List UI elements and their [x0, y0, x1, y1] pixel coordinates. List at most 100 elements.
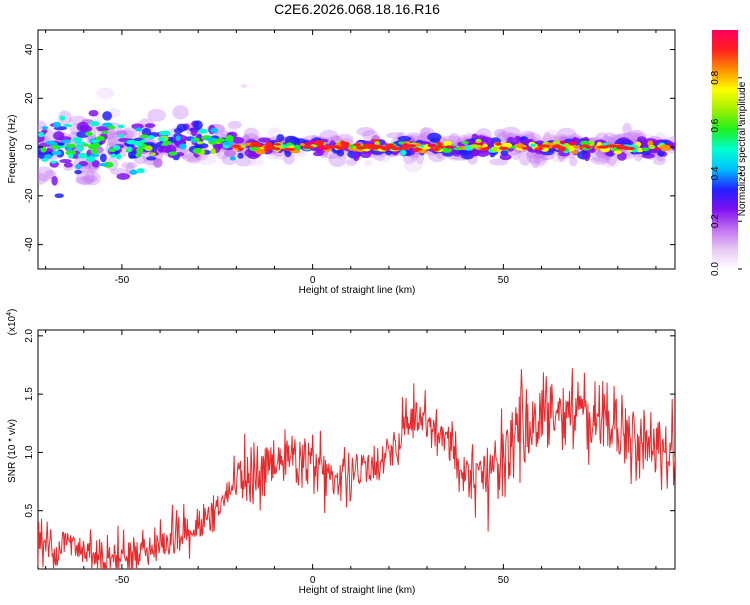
spectrogram-blob	[107, 125, 116, 130]
spectrogram-blob	[418, 150, 429, 154]
spectrogram-blob	[583, 151, 591, 162]
spectrogram-blob	[533, 156, 545, 169]
spectrogram-blob	[444, 145, 454, 149]
spectrogram-blob	[95, 136, 105, 141]
spectrogram-blob	[400, 149, 407, 156]
snr-ytick-label: 1.5	[24, 387, 35, 401]
spectrogram-blob	[568, 141, 577, 146]
spectrogram-blob	[534, 147, 544, 151]
spectrogram-blob	[152, 158, 163, 168]
spectrogram-blob	[401, 144, 411, 148]
spectrogram-blob	[231, 144, 241, 148]
spectrogram-blob	[129, 169, 138, 175]
snr-series-line	[38, 368, 675, 569]
spectrogram-blob	[40, 146, 47, 153]
snr-xtick-label: -50	[115, 575, 130, 586]
colorbar-tick-label: 0.4	[710, 166, 721, 180]
spectrogram-blob	[168, 151, 178, 156]
spectrogram-blob	[476, 149, 490, 157]
spectrogram-blob	[214, 138, 226, 143]
spectrogram-blob	[479, 136, 493, 143]
spectrogram-blob	[616, 145, 629, 149]
spectrogram-blob	[293, 144, 301, 151]
snr-xtick-label: 0	[310, 575, 316, 586]
spectrogram-blob	[54, 193, 64, 199]
spectrogram-blob	[352, 151, 360, 162]
spectrogram-blob	[109, 148, 117, 153]
spectrogram-ytick-label: 40	[24, 44, 35, 56]
spectrogram-blob	[519, 150, 532, 166]
spectrogram-blob	[229, 156, 236, 161]
spectrogram-blob	[383, 147, 391, 151]
spectrogram-blob	[267, 127, 282, 137]
spectrogram-ytick-label: -20	[24, 188, 35, 203]
spectrogram-blob	[647, 140, 654, 147]
spectrogram-blob	[558, 146, 567, 152]
spectrogram-blob	[127, 146, 133, 152]
spectrogram-xlabel: Height of straight line (km)	[299, 285, 416, 296]
spectrogram-blob	[569, 156, 578, 167]
spectrogram-blob	[304, 142, 312, 146]
spectrogram-blob	[636, 136, 647, 144]
spectrogram-blob	[120, 127, 138, 140]
spectrogram-blob	[68, 153, 74, 159]
snr-panel: -50 0 50 0.5 1.0 1.5 2.0 Height of straight li…	[6, 309, 676, 596]
spectrogram-blob	[442, 135, 462, 142]
snr-ylabel: SNR (10 * v/v)	[7, 419, 18, 483]
spectrogram-blob	[51, 151, 62, 155]
spectrogram-blob	[115, 130, 128, 137]
spectrogram-blob	[356, 126, 375, 137]
snr-frame	[37, 329, 676, 570]
spectrogram-blob	[537, 144, 550, 148]
spectrogram-blob	[162, 140, 172, 145]
spectrogram-blob	[66, 143, 76, 149]
spectrogram-blob	[346, 158, 357, 166]
spectrogram-blob	[605, 144, 618, 148]
spectrogram-ytick-label: 20	[24, 92, 35, 104]
spectrogram-blob	[101, 130, 109, 135]
spectrogram-ytick-label: -40	[24, 237, 35, 252]
spectrogram-blob	[543, 129, 561, 144]
spectrogram-blob	[59, 159, 72, 164]
spectrogram-blob	[556, 127, 577, 141]
spectrogram-blob	[603, 132, 617, 141]
spectrogram-blob	[514, 135, 522, 142]
spectrogram-blob	[196, 140, 204, 145]
spectrogram-blob	[530, 152, 541, 169]
spectrogram-blob	[65, 150, 76, 156]
spectrogram-blob	[92, 128, 99, 132]
spectrogram-blob	[146, 156, 157, 161]
spectrogram-blob	[475, 138, 482, 143]
spectrogram-ylabel: Frequency (Hz)	[7, 115, 18, 184]
spectrogram-blob	[415, 142, 421, 147]
spectrogram-blob	[397, 135, 412, 142]
spectrogram-blob	[601, 153, 621, 168]
spectrogram-blob	[66, 147, 73, 152]
chart-title: C2E6.2026.068.18.16.R16	[274, 1, 440, 17]
spectrogram-blob	[91, 160, 100, 168]
spectrogram-blob	[87, 143, 98, 150]
spectrogram-blob	[205, 137, 217, 142]
spectrogram-blob	[84, 131, 93, 136]
spectrogram-blob	[237, 152, 244, 159]
spectrogram-blob	[363, 159, 374, 167]
spectrogram-blob	[299, 143, 306, 147]
spectrogram-blob	[579, 140, 591, 146]
colorbar-label: Normalized spectral amplitude	[737, 81, 748, 216]
spectrogram-blob	[521, 146, 530, 150]
spectrogram-blob	[317, 144, 327, 151]
snr-multiplier-exp: 4	[6, 312, 13, 316]
spectrogram-blob	[75, 164, 82, 170]
colorbar-tick-label: 0.2	[710, 214, 721, 228]
spectrogram-blob	[75, 169, 96, 186]
spectrogram-blob	[76, 145, 82, 150]
spectrogram-blob	[355, 146, 368, 150]
spectrogram-blob	[102, 111, 112, 121]
spectrogram-blob	[224, 149, 237, 157]
spectrogram-ytick-label: 0	[24, 144, 35, 150]
spectrogram-blob	[72, 137, 83, 142]
snr-multiplier-close: )	[7, 309, 18, 312]
spectrogram-blob	[158, 136, 166, 142]
spectrogram-blob	[419, 126, 431, 136]
